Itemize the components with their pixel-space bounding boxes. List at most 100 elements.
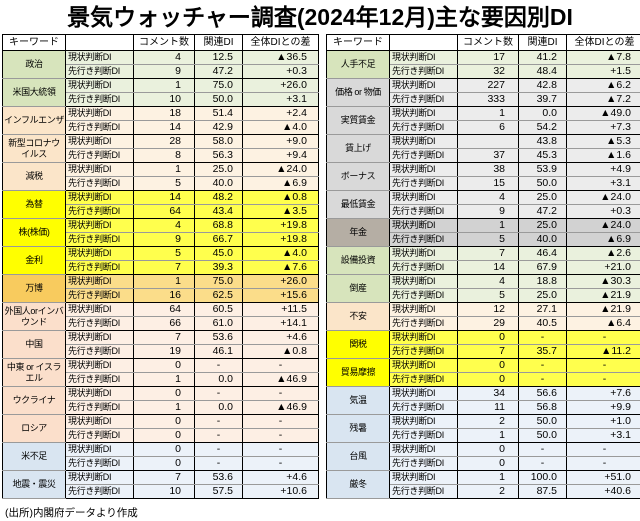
comment-count-cell [457, 134, 519, 149]
di-diff-cell: ▲6.2 [566, 78, 640, 93]
outlook-di-label: 先行き判断DI [389, 176, 458, 191]
di-row: 先行き判断DI 1 50.0 +3.1 [327, 428, 640, 443]
current-di-label: 現状判断DI [65, 442, 134, 457]
related-di-cell: 35.7 [518, 344, 567, 359]
related-di-cell: 50.0 [194, 92, 243, 107]
keyword-cell: 米国大統領 [2, 78, 66, 107]
related-di-cell: 60.5 [194, 302, 243, 317]
di-row: 先行き判断DI 9 47.2 +0.3 [327, 204, 640, 219]
related-di-cell: 53.6 [194, 330, 243, 345]
related-di-cell: 46.1 [194, 344, 243, 359]
keyword-cell: ウクライナ [2, 386, 66, 415]
di-row: 貿易摩擦 現状判断DI 0- - [326, 358, 640, 387]
keyword-cell: 地震・震災 [2, 470, 66, 499]
comment-count-cell: 5 [457, 232, 519, 247]
comment-count-cell: 37 [457, 148, 519, 163]
di-row: 先行き判断DI 1 0.0 ▲46.9 [3, 372, 319, 387]
current-di-label: 現状判断DI [389, 274, 458, 289]
comment-count-cell: 0 [457, 456, 519, 471]
di-row: 先行き判断DI 5 25.0 ▲21.9 [327, 288, 640, 303]
di-row: 減税 現状判断DI 1 25.0 ▲24.0 [2, 162, 319, 191]
di-diff-cell: ▲7.2 [566, 92, 640, 107]
current-di-label: 現状判断DI [389, 134, 458, 149]
current-di-label: 現状判断DI [389, 78, 458, 93]
comment-count-cell: 14 [133, 120, 195, 135]
di-row: 先行き判断DI 8 56.3 +9.4 [3, 148, 319, 163]
di-diff-cell: +19.8 [242, 232, 319, 247]
current-di-label: 現状判断DI [65, 358, 134, 373]
di-diff-cell: ▲6.9 [566, 232, 640, 247]
di-diff-cell: ▲0.8 [242, 344, 319, 359]
related-di-cell: 75.0 [194, 274, 243, 289]
keyword-cell: 中東 or イスラエル [2, 358, 66, 387]
di-diff-cell: ▲36.5 [242, 50, 319, 65]
comment-count-cell: 0 [133, 442, 195, 457]
outlook-di-label: 先行き判断DI [389, 316, 458, 331]
current-di-label: 現状判断DI [65, 134, 134, 149]
comment-count-cell: 17 [457, 50, 519, 65]
related-di-cell: 0.0 [518, 106, 567, 121]
di-diff-cell: - [566, 442, 640, 457]
related-di-cell: 27.1 [518, 302, 567, 317]
di-diff-cell: ▲46.9 [242, 372, 319, 387]
di-diff-cell: ▲21.9 [566, 302, 640, 317]
related-di-cell: 58.0 [194, 134, 243, 149]
di-table-right-body: 人手不足 現状判断DI 17 41.2 ▲7.8 先行き判断DI 32 48.4 +1.5 価格 … [326, 50, 640, 499]
related-di-cell: 48.2 [194, 190, 243, 205]
current-di-label: 現状判断DI [65, 50, 134, 65]
related-di-cell: 51.4 [194, 106, 243, 121]
comment-count-cell: 1 [457, 428, 519, 443]
header-row: キーワード コメント数 関連DI 全体DIとの差 [2, 34, 319, 51]
di-diff-cell: - [242, 358, 319, 373]
di-diff-cell: +3.1 [566, 176, 640, 191]
related-di-cell: 42.9 [194, 120, 243, 135]
di-row: 米国大統領 現状判断DI 1 75.0 +26.0 [2, 78, 319, 107]
comment-count-cell: 0 [133, 358, 195, 373]
di-row: 設備投資 現状判断DI 7 46.4 ▲2.6 [326, 246, 640, 275]
comment-count-cell: 64 [133, 302, 195, 317]
di-diff-cell: ▲0.8 [242, 190, 319, 205]
comment-count-cell: 4 [133, 218, 195, 233]
di-row: 残暑 現状判断DI 2 50.0 +1.0 [326, 414, 640, 443]
di-diff-cell: ▲46.9 [242, 400, 319, 415]
di-diff-cell: +15.6 [242, 288, 319, 303]
related-di-cell: 39.3 [194, 260, 243, 275]
current-di-label: 現状判断DI [389, 246, 458, 261]
related-di-cell: 53.9 [518, 162, 567, 177]
comment-count-cell: 10 [133, 484, 195, 499]
related-di-cell: 12.5 [194, 50, 243, 65]
keyword-cell: 株(株価) [2, 218, 66, 247]
di-row: 先行き判断DI 0- - [327, 372, 640, 387]
col-header-keyword: キーワード [326, 34, 390, 51]
current-di-label: 現状判断DI [65, 414, 134, 429]
comment-count-cell: 1 [133, 372, 195, 387]
related-di-cell: 68.8 [194, 218, 243, 233]
comment-count-cell: 8 [133, 148, 195, 163]
col-header-indicator [65, 34, 134, 51]
di-row: ロシア 現状判断DI 0- - [2, 414, 319, 443]
related-di-cell: 56.6 [518, 386, 567, 401]
keyword-cell: 台風 [326, 442, 390, 471]
current-di-label: 現状判断DI [65, 78, 134, 93]
current-di-label: 現状判断DI [65, 330, 134, 345]
di-row: 先行き判断DI 15 50.0 +3.1 [327, 176, 640, 191]
di-diff-cell: +4.9 [566, 162, 640, 177]
di-diff-cell: - [566, 358, 640, 373]
di-row: 先行き判断DI 10 57.5 +10.6 [3, 484, 319, 499]
di-diff-cell: - [566, 330, 640, 345]
di-table-right: キーワード コメント数 関連DI 全体DIとの差 人手不足 現状判断DI 17 41.… [326, 34, 640, 499]
current-di-label: 現状判断DI [389, 470, 458, 485]
col-header-comments: コメント数 [133, 34, 195, 51]
di-row: 年金 現状判断DI 1 25.0 ▲24.0 [326, 218, 640, 247]
related-di-cell: 42.8 [518, 78, 567, 93]
comment-count-cell: 7 [133, 330, 195, 345]
outlook-di-label: 先行き判断DI [65, 92, 134, 107]
related-di-cell: 75.0 [194, 78, 243, 93]
di-diff-cell: +40.6 [566, 484, 640, 499]
current-di-label: 現状判断DI [389, 190, 458, 205]
col-header-diff: 全体DIとの差 [242, 34, 319, 51]
di-row: 政治 現状判断DI 4 12.5 ▲36.5 [2, 50, 319, 79]
di-diff-cell: +0.3 [566, 204, 640, 219]
outlook-di-label: 先行き判断DI [65, 288, 134, 303]
di-diff-cell: +21.0 [566, 260, 640, 275]
